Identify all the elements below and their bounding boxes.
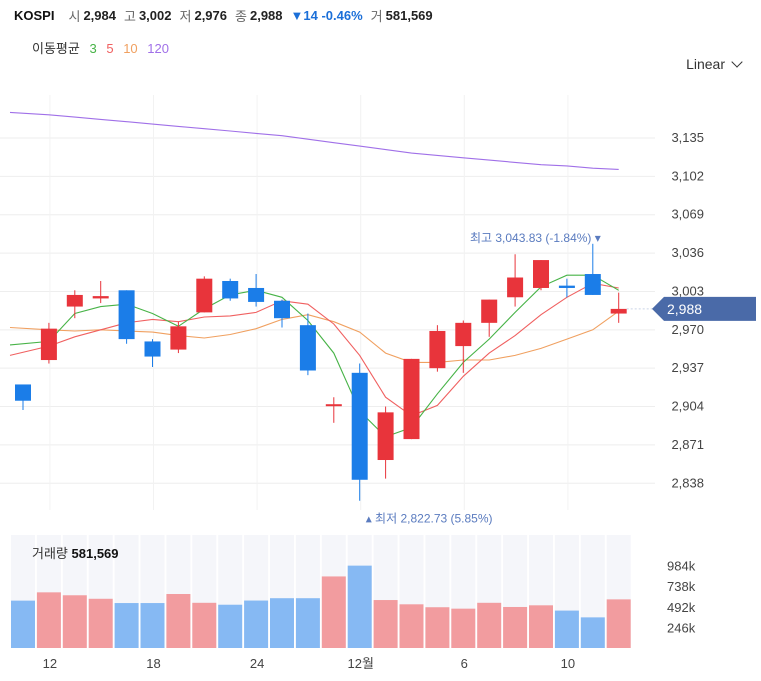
ma-legend-title: 이동평균 (32, 41, 80, 56)
candle-body (40, 328, 57, 361)
candle-body (403, 358, 420, 440)
candle-body (455, 322, 472, 347)
price-tick-label: 2,871 (671, 437, 704, 452)
candle-body (92, 296, 109, 299)
candle-body (144, 341, 161, 357)
candle-body (325, 404, 342, 407)
symbol-name: KOSPI (14, 8, 55, 23)
price-tick-label: 2,838 (671, 475, 704, 490)
volume-bar (606, 599, 631, 648)
scale-selector[interactable]: Linear (686, 56, 743, 72)
x-tick-label: 10 (561, 656, 575, 671)
volume-bar (244, 600, 269, 648)
candle-body (377, 412, 394, 461)
candle-body (222, 280, 239, 299)
price-tick-label: 2,904 (671, 399, 704, 414)
price-tick-label: 3,036 (671, 245, 704, 260)
low-value: 2,976 (194, 8, 228, 23)
high-annotation: 최고 3,043.83 (-1.84%) ▾ (470, 231, 601, 245)
candle-body (429, 330, 446, 369)
low-label: 저 (179, 9, 192, 24)
volume-bar (114, 603, 139, 648)
x-tick-label: 12월 (347, 656, 373, 671)
candle-body (507, 277, 524, 298)
candle-body (196, 278, 213, 313)
volume-tick-label: 492k (667, 600, 696, 615)
volume-label: 거 (370, 9, 383, 24)
volume-bar (218, 604, 243, 648)
ma-120-label[interactable]: 120 (147, 41, 169, 56)
volume-bar (451, 608, 476, 648)
candle-body (481, 299, 498, 323)
volume-bar (36, 592, 61, 648)
volume-bar (425, 607, 450, 648)
volume-bar (477, 602, 502, 648)
volume-bar (270, 598, 294, 648)
volume-tick-label: 246k (667, 620, 696, 635)
volume-bar (373, 600, 398, 648)
volume-tick-label: 984k (667, 559, 696, 574)
candle-body (15, 384, 31, 401)
candle-body (248, 287, 265, 302)
candle-body (584, 274, 601, 295)
volume-bar (62, 595, 87, 648)
price-tick-label: 3,102 (671, 168, 704, 183)
x-tick-label: 18 (146, 656, 160, 671)
x-tick-label: 12 (43, 656, 57, 671)
volume-tick-label: 738k (667, 579, 696, 594)
quote-header: KOSPI 시 2,984 고 3,002 저 2,976 종 2,988 ▼1… (14, 6, 441, 25)
volume-bar (88, 598, 113, 648)
price-tick-label: 3,135 (671, 130, 704, 145)
candle-body (533, 260, 549, 288)
current-price-tag (652, 296, 756, 321)
ma-5-label[interactable]: 5 (106, 41, 114, 56)
ma-10-label[interactable]: 10 (123, 41, 138, 56)
candle-body (351, 372, 368, 480)
volume-bar (580, 617, 605, 648)
volume-bar (140, 603, 165, 648)
volume-bar (529, 605, 553, 648)
candle-body (610, 308, 627, 314)
x-tick-label: 24 (250, 656, 264, 671)
volume-bar (503, 606, 528, 648)
candle-body (558, 285, 575, 288)
volume-bar (399, 604, 424, 648)
candle-body (274, 300, 290, 319)
volume-bar (11, 600, 35, 648)
candle-body (118, 290, 135, 340)
price-tick-label: 3,069 (671, 207, 704, 222)
open-value: 2,984 (83, 8, 116, 23)
scale-selector-label: Linear (686, 56, 725, 72)
moving-average-legend: 이동평균 3 5 10 120 (32, 38, 175, 57)
change-value: ▼14 -0.46% (290, 8, 363, 23)
candle-body (170, 326, 187, 350)
moving-average-ma120 (9, 111, 619, 170)
close-label: 종 (235, 9, 247, 24)
close-value: 2,988 (249, 8, 283, 23)
volume-bar (347, 565, 372, 648)
volume-bar (166, 594, 191, 648)
price-tick-label: 2,937 (671, 360, 704, 375)
price-tick-label: 3,003 (671, 283, 704, 298)
x-tick-label: 6 (461, 656, 468, 671)
current-price-label: 2,988 (667, 301, 702, 317)
volume-bar (192, 602, 217, 648)
low-annotation: ▴ 최저 2,822.73 (5.85%) (366, 512, 493, 526)
volume-bar (554, 610, 579, 648)
volume-panel-value: 581,569 (71, 546, 119, 561)
volume-panel-label: 거래량 581,569 (32, 543, 119, 562)
volume-value: 581,569 (385, 8, 433, 23)
candle-body (299, 325, 316, 371)
candle-body (66, 294, 83, 307)
open-label: 시 (68, 9, 81, 24)
high-value: 3,002 (138, 8, 172, 23)
price-tick-label: 2,970 (671, 322, 704, 337)
volume-bar (321, 576, 346, 648)
volume-panel-title: 거래량 (32, 546, 68, 561)
high-label: 고 (123, 9, 136, 24)
ma-3-label[interactable]: 3 (89, 41, 97, 56)
volume-bar (295, 598, 320, 648)
